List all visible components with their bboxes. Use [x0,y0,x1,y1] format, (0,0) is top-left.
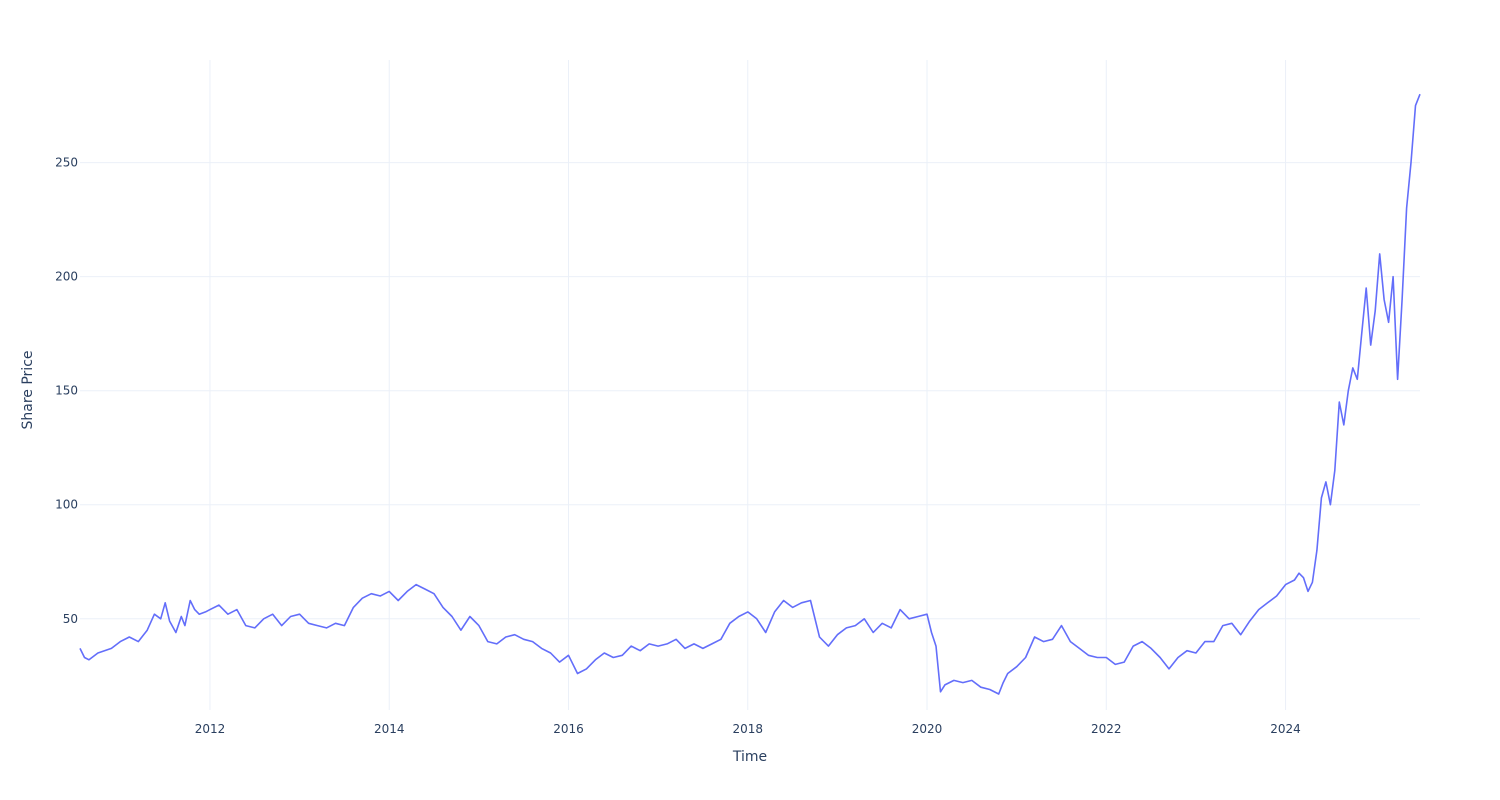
x-tick-label: 2020 [912,722,943,736]
x-tick-label: 2016 [553,722,584,736]
share-price-line [79,93,1421,695]
x-tick-label: 2022 [1091,722,1122,736]
x-tick-label: 2012 [195,722,226,736]
x-tick-labels: 2012 2014 2016 2018 2020 2022 2024 [195,722,1301,736]
gridlines [80,60,1420,710]
x-tick-label: 2024 [1270,722,1301,736]
x-tick-label: 2018 [732,722,763,736]
x-tick-label: 2014 [374,722,405,736]
y-axis-title: Share Price [20,350,36,429]
series-layer [79,93,1421,695]
y-tick-label: 50 [63,612,78,626]
y-tick-label: 250 [55,156,78,170]
y-tick-label: 100 [55,498,78,512]
y-tick-labels: 50 100 150 200 250 [55,156,78,626]
y-tick-label: 200 [55,270,78,284]
x-axis-title: Time [732,749,767,765]
y-tick-label: 150 [55,384,78,398]
